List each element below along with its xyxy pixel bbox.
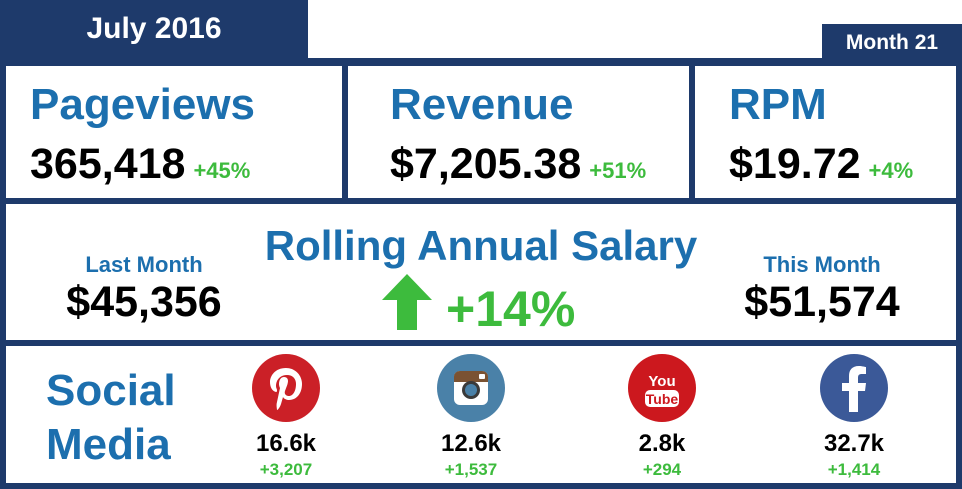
facebook-count: 32.7k: [823, 430, 885, 457]
revenue-label: Revenue: [390, 80, 574, 129]
pinterest-icon: [252, 354, 320, 422]
youtube-stat: You Tube 2.8k +294: [582, 354, 742, 480]
rpm-label: RPM: [729, 80, 827, 129]
facebook-stat: 32.7k +1,414: [774, 354, 934, 480]
instagram-icon: [437, 354, 505, 422]
last-month-label: Last Month: [85, 252, 203, 277]
pageviews-label: Pageviews: [30, 80, 256, 129]
pageviews-number: 365,418: [30, 140, 186, 188]
rpm-change: +4%: [868, 158, 914, 183]
svg-text:Tube: Tube: [646, 391, 679, 407]
pageviews-change: +45%: [193, 158, 251, 183]
revenue-value: $7,205.38 +51%: [390, 140, 646, 189]
pageviews-panel: Pageviews 365,418 +45%: [6, 66, 342, 198]
instagram-change: +1,537: [444, 460, 498, 479]
up-arrow-icon: [382, 274, 432, 330]
rpm-panel: RPM $19.72 +4%: [695, 66, 956, 198]
pinterest-count: 16.6k: [255, 430, 317, 457]
rpm-value: $19.72 +4%: [729, 140, 913, 189]
this-month-label: This Month: [763, 252, 881, 277]
revenue-number: $7,205.38: [390, 140, 582, 188]
pageviews-value: 365,418 +45%: [30, 140, 250, 189]
revenue-change: +51%: [589, 158, 647, 183]
last-month-value: $45,356: [66, 278, 222, 326]
social-media-label: Social Media: [46, 364, 176, 472]
month-badge: Month 21: [822, 24, 962, 62]
social-panel: Social Media 16.6k +3,207 12.6k +1,537: [6, 346, 956, 483]
salary-panel: Rolling Annual Salary Last Month $45,356…: [6, 204, 956, 340]
youtube-count: 2.8k: [638, 430, 686, 457]
youtube-icon: You Tube: [628, 354, 696, 422]
this-month-value: $51,574: [744, 278, 900, 326]
pinterest-stat: 16.6k +3,207: [206, 354, 366, 480]
social-label-line2: Media: [46, 420, 171, 469]
revenue-panel: Revenue $7,205.38 +51%: [348, 66, 689, 198]
facebook-change: +1,414: [827, 460, 881, 479]
svg-text:You: You: [648, 373, 675, 390]
salary-title: Rolling Annual Salary: [264, 222, 698, 269]
instagram-count: 12.6k: [440, 430, 502, 457]
youtube-change: +294: [642, 460, 682, 479]
report-title: July 2016: [0, 0, 308, 62]
salary-change: +14%: [446, 281, 576, 337]
pinterest-change: +3,207: [259, 460, 313, 479]
facebook-icon: [820, 354, 888, 422]
social-label-line1: Social: [46, 366, 176, 415]
instagram-stat: 12.6k +1,537: [391, 354, 551, 480]
rpm-number: $19.72: [729, 140, 861, 188]
